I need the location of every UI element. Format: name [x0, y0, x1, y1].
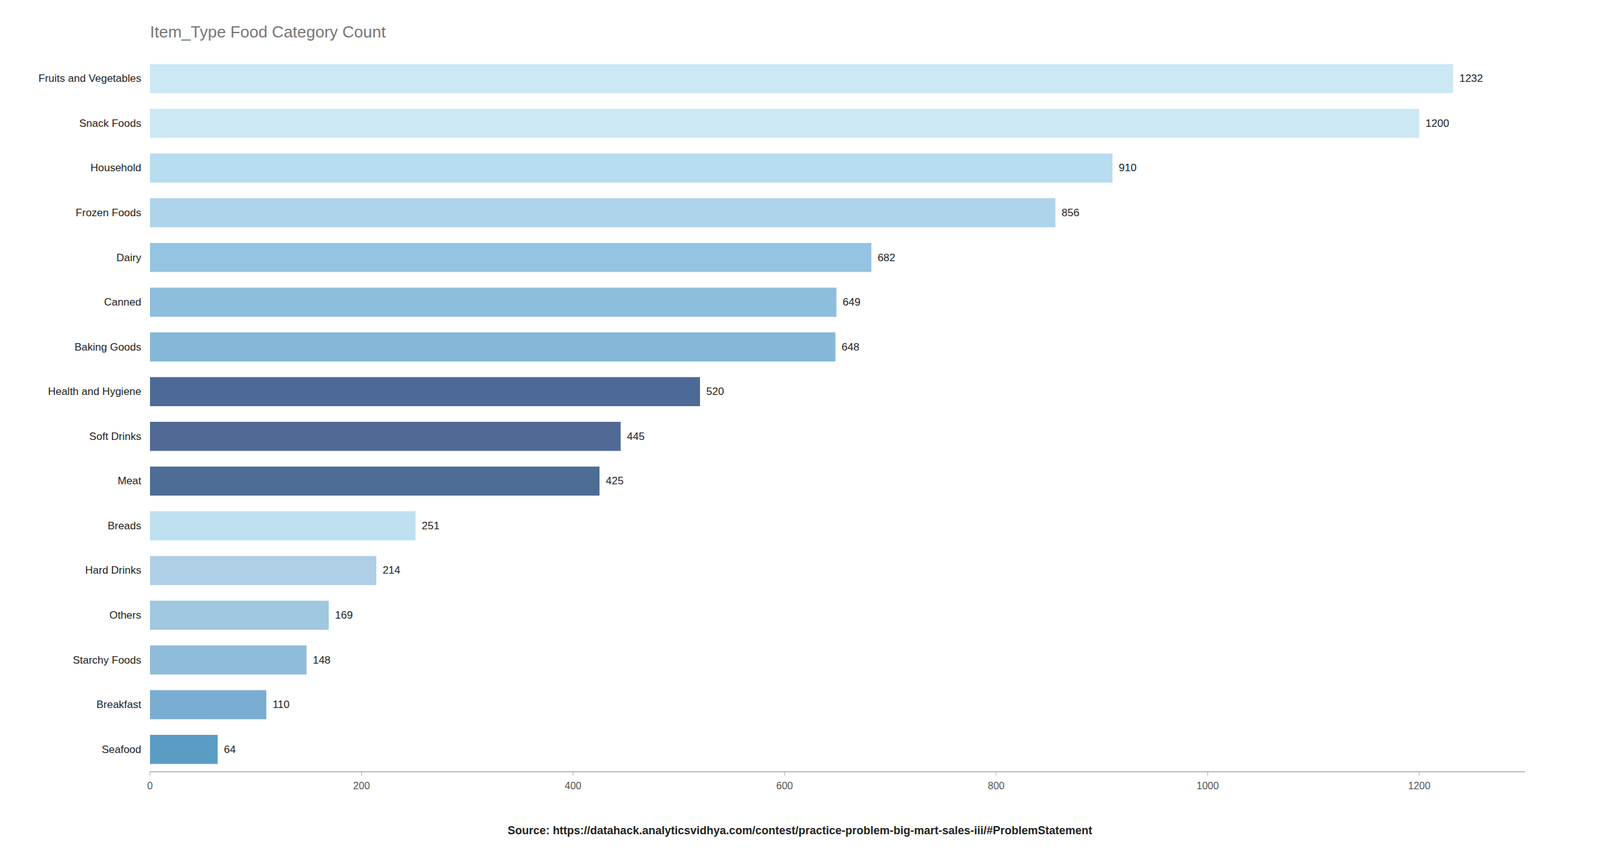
x-tick [1207, 771, 1209, 776]
category-label: Breads [107, 520, 142, 532]
data-label: 648 [841, 341, 860, 354]
bar [150, 735, 218, 765]
bars [150, 64, 1454, 765]
category-label: Seafood [101, 743, 142, 756]
background [0, 0, 1600, 853]
bar [150, 64, 1454, 94]
data-label: 251 [421, 520, 440, 532]
chart-container: Item_Type Food Category Count 0 200 400 600 8… [0, 0, 1600, 853]
x-tick-label: 1000 [1196, 780, 1220, 792]
x-tick-label: 1200 [1408, 780, 1431, 792]
bar [150, 108, 1420, 139]
category-label: Canned [103, 296, 142, 309]
x-axis: 0 200 400 600 800 1000 1200 [147, 771, 1525, 792]
x-axis-line [150, 771, 1525, 773]
x-tick [1418, 771, 1420, 776]
category-label: Health and Hygiene [48, 385, 142, 398]
data-label: 64 [223, 743, 236, 756]
data-label: 682 [877, 251, 895, 264]
data-label: 214 [382, 564, 400, 577]
bar [150, 600, 329, 630]
category-label: Fruits and Vegetables [38, 72, 142, 85]
x-tick [784, 771, 785, 776]
bar [150, 645, 307, 675]
bar [150, 690, 267, 720]
category-label: Baking Goods [74, 341, 142, 354]
category-label: Dairy [116, 251, 142, 264]
data-label: 110 [272, 698, 290, 711]
category-label: Breakfast [96, 698, 142, 711]
source-note: Source: https://datahack.analyticsvidhya… [507, 824, 1092, 837]
data-label: 1200 [1425, 117, 1450, 130]
data-label: 169 [335, 609, 353, 622]
x-tick [995, 771, 997, 776]
category-label: Frozen Foods [75, 206, 142, 219]
category-label: Snack Foods [79, 117, 142, 130]
bar [150, 511, 416, 541]
chart-svg: Item_Type Food Category Count 0 200 400 600 8… [0, 0, 1600, 853]
bar [150, 421, 621, 452]
x-tick [572, 771, 574, 776]
data-label: 520 [706, 385, 724, 398]
data-label: 856 [1061, 206, 1080, 219]
data-label: 649 [842, 296, 860, 309]
data-label: 445 [626, 430, 645, 443]
category-label: Household [90, 161, 142, 174]
x-tick-label: 400 [565, 780, 582, 792]
x-tick [361, 771, 362, 776]
category-label: Hard Drinks [85, 564, 142, 577]
bar [150, 243, 872, 273]
data-labels: 1232 1200 910 856 682 649 648 520 445 425 251 214 16… [223, 72, 1483, 755]
title: Item_Type Food Category Count [150, 22, 387, 42]
category-label: Meat [117, 475, 142, 487]
y-axis: Fruits and Vegetables Snack Foods Househol… [38, 72, 142, 755]
bar [150, 153, 1113, 184]
bar [150, 332, 836, 362]
x-tick-label: 600 [776, 780, 794, 792]
category-label: Others [109, 609, 142, 622]
x-tick-label: 0 [147, 780, 154, 792]
data-label: 910 [1118, 161, 1137, 174]
bar [150, 376, 700, 407]
category-label: Starchy Foods [72, 654, 142, 667]
x-tick-label: 200 [353, 780, 370, 792]
category-label: Soft Drinks [89, 430, 142, 443]
bar [150, 556, 377, 586]
x-tick [150, 771, 151, 776]
bar [150, 198, 1056, 228]
data-label: 425 [605, 475, 624, 487]
data-label: 1232 [1459, 72, 1484, 85]
bar [150, 466, 600, 497]
x-tick-label: 800 [987, 780, 1005, 792]
bar [150, 287, 837, 317]
data-label: 148 [312, 654, 330, 667]
